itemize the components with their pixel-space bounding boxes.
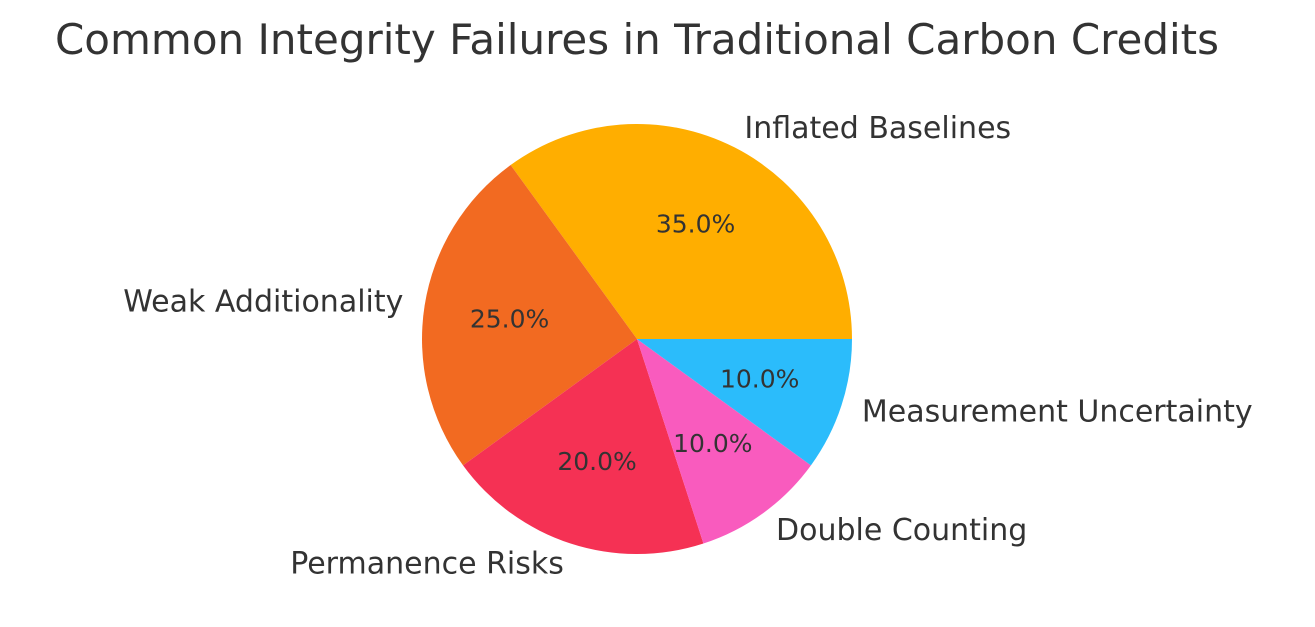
pie-slices (422, 124, 852, 555)
pct-label-measurement-uncertainty: 10.0% (720, 364, 799, 393)
slice-label-double-counting: Double Counting (776, 513, 1027, 548)
slice-label-measurement-uncertainty: Measurement Uncertainty (862, 395, 1253, 430)
pie-slice-weak-additionality (422, 165, 637, 466)
chart-title: Common Integrity Failures in Traditional… (55, 15, 1219, 64)
pie-slice-permanence-risks (463, 339, 704, 555)
pie-slice-measurement-uncertainty (637, 339, 852, 466)
pie-labels: Inflated Baselines 35.0% Weak Additionalit… (123, 111, 1252, 582)
pct-label-permanence-risks: 20.0% (557, 447, 636, 476)
slice-label-permanence-risks: Permanence Risks (290, 546, 564, 581)
pie-slice-inflated-baselines (510, 124, 852, 339)
slice-label-weak-additionality: Weak Additionality (123, 285, 403, 320)
pie-slice-double-counting (637, 339, 811, 544)
pct-label-inflated-baselines: 35.0% (656, 210, 735, 239)
pct-label-weak-additionality: 25.0% (470, 304, 549, 333)
slice-label-inflated-baselines: Inflated Baselines (744, 111, 1011, 146)
pct-label-double-counting: 10.0% (673, 429, 752, 458)
